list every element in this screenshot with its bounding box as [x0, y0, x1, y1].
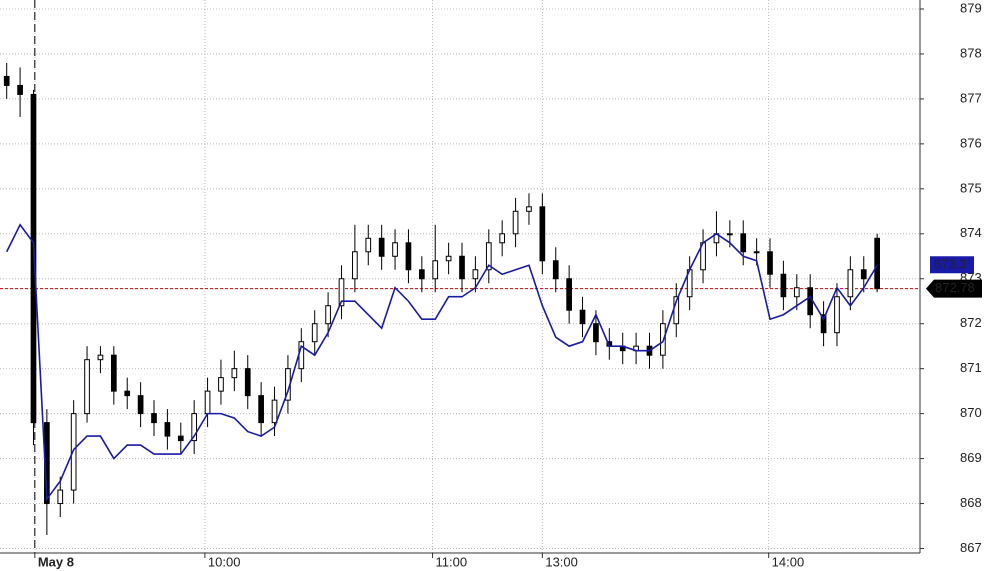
x-tick-label: 10:00: [208, 554, 241, 569]
candle-body: [593, 323, 599, 343]
candle-body: [418, 269, 425, 280]
candle-body: [793, 287, 800, 298]
y-tick-label: 874: [960, 225, 982, 240]
candle-body: [258, 395, 264, 424]
y-tick-label: 872: [960, 315, 982, 330]
candle-body: [432, 260, 439, 280]
candle-body: [3, 75, 10, 86]
candle-body: [579, 309, 586, 325]
candle-body: [30, 93, 37, 424]
candle-body: [352, 251, 358, 280]
candle-body: [151, 413, 157, 424]
x-tick-label: May 8: [38, 554, 74, 569]
line-last-label: 873.3: [934, 257, 967, 272]
candle-body: [325, 305, 331, 325]
candle-body: [780, 273, 787, 298]
candle-body: [472, 269, 479, 280]
candle-body: [753, 251, 760, 254]
y-tick-label: 879: [960, 0, 982, 15]
candle-body: [378, 237, 385, 257]
candle-body: [311, 323, 318, 343]
candle-body: [512, 210, 519, 235]
line-last-box: [930, 256, 974, 274]
candle-body: [365, 237, 372, 253]
candle-body: [485, 242, 492, 271]
candle-body: [124, 390, 131, 397]
y-tick-label: 869: [960, 450, 982, 465]
candle-body: [459, 255, 465, 280]
candle-body: [834, 296, 840, 334]
candle-body: [726, 233, 733, 236]
y-tick-label: 877: [960, 90, 982, 105]
candle-body: [231, 368, 238, 379]
candle-body: [177, 435, 184, 442]
candle-body: [539, 206, 546, 262]
candle-body: [392, 242, 398, 257]
candle-body: [110, 354, 117, 392]
candle-body: [445, 255, 452, 262]
x-tick-label: 11:00: [436, 554, 468, 569]
candle-body: [97, 354, 104, 361]
candle-body: [405, 242, 412, 271]
y-tick-label: 876: [960, 135, 982, 150]
candle-body: [244, 368, 251, 397]
candle-body: [860, 269, 867, 280]
candle-body: [218, 377, 224, 392]
line-series: [5, 223, 878, 502]
x-tick-label: 13:00: [545, 554, 578, 569]
candle-body: [84, 359, 90, 415]
y-tick-label: 875: [960, 180, 982, 195]
candle-body: [552, 260, 559, 280]
candle-body: [807, 287, 814, 316]
candle-body: [847, 269, 854, 298]
y-tick-label: 878: [960, 45, 982, 60]
candle-body: [767, 251, 773, 275]
candle-body: [499, 233, 506, 244]
candle-body: [338, 278, 345, 307]
y-tick-label: 867: [960, 540, 982, 555]
close-last-label: 872.78: [935, 280, 975, 295]
candle-body: [204, 390, 211, 415]
close-last-box: [926, 279, 982, 298]
x-tick-label: 14:00: [772, 554, 805, 569]
candle-body: [164, 422, 171, 437]
candle-body: [526, 206, 532, 212]
candle-body: [137, 395, 144, 415]
candle-body: [820, 314, 827, 334]
y-tick-label: 871: [960, 360, 982, 375]
candle-body: [740, 233, 747, 253]
y-tick-label: 870: [960, 405, 982, 420]
y-tick-label: 868: [960, 495, 982, 510]
candle-body: [191, 413, 198, 442]
candle-body: [70, 413, 77, 491]
candle-body: [17, 84, 23, 95]
candle-body: [874, 237, 880, 290]
candle-body: [566, 278, 572, 311]
candle-body: [57, 489, 64, 505]
candle-body: [271, 399, 278, 424]
